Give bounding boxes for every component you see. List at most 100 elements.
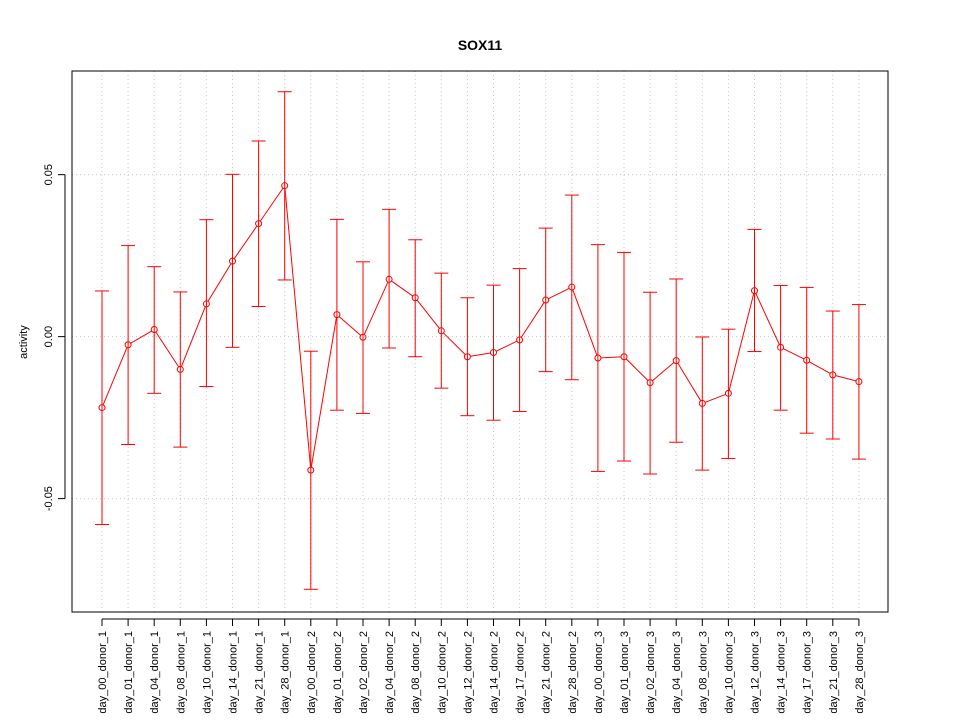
- y-tick-label: 0.00: [43, 326, 55, 347]
- series-line-segment: [652, 362, 675, 382]
- y-axis: -0.05 0.00 0.05: [43, 164, 66, 511]
- series-line-segment: [310, 317, 337, 468]
- x-tick-label: day_17_donor_3: [802, 631, 814, 714]
- data-point: [385, 275, 393, 283]
- series-line-segment: [443, 332, 466, 355]
- data-point: [568, 283, 576, 291]
- data-point: [829, 371, 837, 379]
- data-point: [333, 311, 341, 319]
- data-point: [646, 379, 654, 387]
- series-line-segment: [548, 287, 570, 300]
- series-line-segment: [704, 393, 726, 403]
- series-line-segment: [572, 289, 598, 356]
- series-line-segment: [284, 188, 312, 468]
- x-tick-label: day_12_donor_3: [750, 631, 762, 714]
- data-point: [516, 336, 524, 344]
- x-tick-label: day_10_donor_2: [436, 631, 448, 714]
- series-line-segment: [728, 293, 755, 391]
- data-point: [229, 257, 236, 265]
- data-point: [672, 357, 680, 365]
- data-point: [437, 327, 445, 335]
- x-tick-label: day_08_donor_2: [410, 631, 422, 714]
- x-tick-label: day_01_donor_3: [619, 631, 631, 714]
- data-point: [202, 300, 210, 308]
- x-tick-label: day_10_donor_1: [201, 631, 213, 714]
- error-bars: [95, 91, 866, 590]
- x-tick-label: day_21_donor_3: [828, 631, 840, 714]
- series-line-segment: [520, 302, 545, 338]
- series-line-segment: [207, 263, 232, 302]
- series: [98, 182, 863, 474]
- data-point: [255, 220, 263, 228]
- x-tick-label: day_17_donor_2: [515, 631, 527, 714]
- x-tick-label: day_28_donor_3: [854, 631, 866, 714]
- x-tick-label: day_12_donor_2: [462, 631, 474, 714]
- data-point: [281, 182, 289, 190]
- series-line-segment: [363, 281, 389, 335]
- x-tick-label: day_04_donor_2: [384, 631, 396, 714]
- x-tick-label: day_00_donor_1: [97, 631, 109, 714]
- series-line-segment: [338, 316, 362, 336]
- x-tick-label: day_28_donor_1: [280, 631, 292, 714]
- x-tick-label: day_08_donor_3: [697, 631, 709, 714]
- data-point: [411, 294, 419, 302]
- data-point: [124, 341, 132, 349]
- series-line-segment: [470, 352, 491, 357]
- series-line-segment: [809, 361, 831, 374]
- y-tick-label: -0.05: [43, 486, 55, 511]
- x-tick-label: day_21_donor_1: [254, 631, 266, 714]
- data-point: [620, 353, 628, 361]
- data-point: [803, 356, 811, 364]
- x-tick-label: day_21_donor_2: [541, 631, 553, 714]
- series-line-segment: [180, 306, 206, 367]
- data-point: [490, 349, 497, 357]
- x-tick-label: day_08_donor_1: [175, 631, 187, 714]
- data-point: [777, 343, 785, 351]
- x-axis: day_00_donor_1 day_01_donor_1 day_04_donor…: [97, 618, 866, 714]
- series-line-segment: [391, 280, 414, 297]
- data-point: [307, 466, 315, 474]
- data-point: [150, 326, 158, 334]
- data-point: [751, 287, 758, 295]
- data-point: [176, 365, 184, 373]
- x-tick-label: day_14_donor_3: [776, 631, 788, 714]
- x-tick-label: day_04_donor_1: [149, 631, 161, 714]
- x-tick-label: day_01_donor_2: [332, 631, 344, 714]
- chart-title: SOX11: [458, 37, 503, 53]
- data-point: [594, 354, 602, 362]
- x-tick-label: day_14_donor_2: [489, 631, 501, 714]
- y-axis-label: activity: [18, 325, 30, 359]
- series-line-segment: [625, 358, 649, 381]
- x-tick-label: day_02_donor_2: [358, 631, 370, 714]
- series-line-segment: [416, 299, 440, 329]
- series-line-segment: [783, 348, 805, 360]
- series-line-segment: [102, 347, 128, 406]
- data-point: [463, 353, 471, 361]
- series-line-segment: [155, 331, 180, 368]
- series-line-segment: [600, 356, 622, 359]
- data-point: [98, 404, 106, 412]
- series-line-segment: [130, 330, 152, 344]
- plot-frame: [71, 70, 889, 613]
- x-tick-label: day_00_donor_2: [306, 631, 318, 714]
- data-point: [855, 378, 863, 386]
- series-line-segment: [835, 375, 857, 382]
- series-line-segment: [259, 187, 284, 222]
- x-tick-label: day_14_donor_1: [228, 631, 240, 714]
- x-tick-label: day_04_donor_3: [671, 631, 683, 714]
- x-tick-label: day_00_donor_3: [593, 631, 605, 714]
- data-point: [698, 399, 706, 407]
- x-tick-label: day_10_donor_3: [723, 631, 735, 714]
- x-tick-label: day_02_donor_3: [645, 631, 657, 714]
- data-point: [359, 333, 367, 341]
- series-line-segment: [755, 293, 780, 345]
- data-point: [724, 389, 732, 397]
- series-line-segment: [233, 225, 258, 259]
- x-tick-label: day_28_donor_2: [567, 631, 579, 714]
- series-line-segment: [677, 362, 702, 402]
- data-point: [542, 296, 550, 304]
- x-tick-label: day_01_donor_1: [123, 631, 135, 714]
- y-tick-label: 0.05: [43, 164, 55, 185]
- series-line-segment: [495, 340, 518, 352]
